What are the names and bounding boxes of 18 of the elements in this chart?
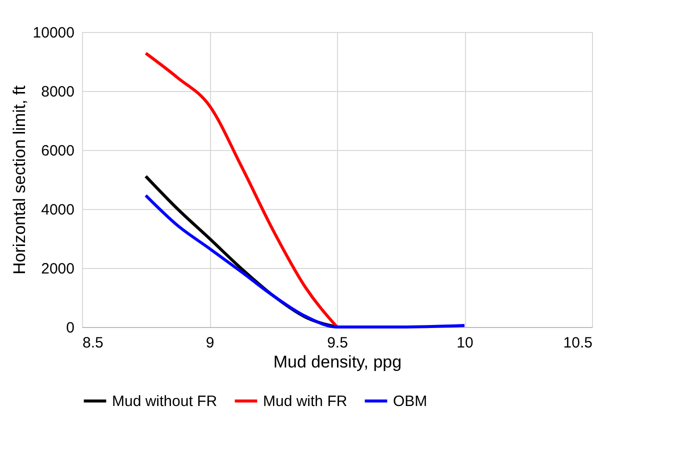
x-tick-label: 9 [206,334,214,352]
x-tick-label: 10.5 [563,334,592,352]
legend-label: Mud without FR [112,393,218,410]
legend-label: OBM [393,393,428,410]
y-tick-label: 6000 [41,142,74,160]
y-tick-label: 2000 [41,260,74,278]
x-tick-label: 8.5 [82,334,104,352]
y-tick-label: 10000 [32,24,74,42]
line-series [144,194,466,328]
x-tick-label: 10 [456,334,474,352]
x-tick-label: 9.5 [327,334,348,352]
y-tick-label: 8000 [41,84,74,100]
x-axis-title: Mud density, ppg [273,352,402,372]
y-axis-title: Horizontal section limit, ft [10,85,29,274]
y-tick-label: 4000 [41,202,74,218]
legend-label: Mud with FR [263,393,348,410]
y-tick-label: 0 [66,320,74,336]
line-series [144,52,338,328]
